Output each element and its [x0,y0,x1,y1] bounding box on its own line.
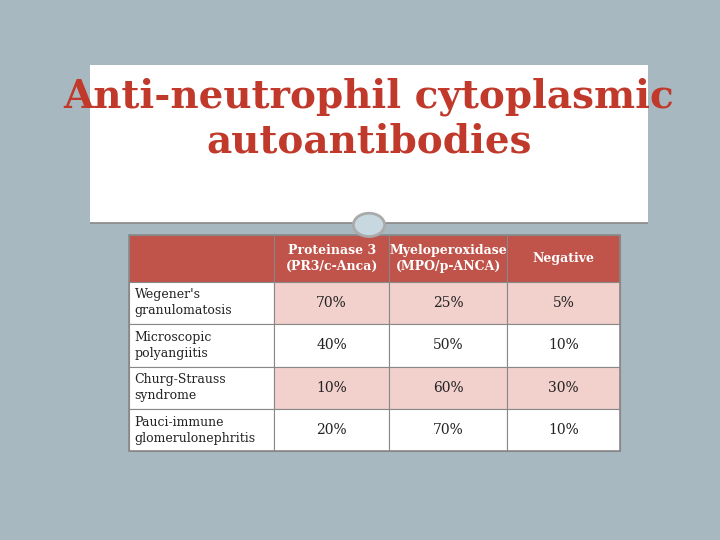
Text: 10%: 10% [548,339,579,352]
Text: 5%: 5% [553,296,575,310]
Text: 40%: 40% [316,339,347,352]
FancyBboxPatch shape [390,235,507,282]
Circle shape [354,213,384,237]
FancyBboxPatch shape [507,367,620,409]
Text: 50%: 50% [433,339,464,352]
Text: 70%: 70% [316,296,347,310]
Text: 60%: 60% [433,381,464,395]
Text: Negative: Negative [533,252,595,265]
FancyBboxPatch shape [274,324,390,367]
FancyBboxPatch shape [129,324,274,367]
FancyBboxPatch shape [274,235,390,282]
Text: 10%: 10% [548,423,579,437]
FancyBboxPatch shape [390,282,507,324]
Text: 10%: 10% [316,381,347,395]
Text: Wegener's
granulomatosis: Wegener's granulomatosis [135,288,233,318]
Text: 20%: 20% [316,423,347,437]
FancyBboxPatch shape [129,235,274,282]
FancyBboxPatch shape [390,409,507,451]
FancyBboxPatch shape [129,282,274,324]
FancyBboxPatch shape [390,324,507,367]
FancyBboxPatch shape [507,282,620,324]
FancyBboxPatch shape [129,367,274,409]
Text: Proteinase 3
(PR3/c-Anca): Proteinase 3 (PR3/c-Anca) [285,244,378,273]
Text: 30%: 30% [549,381,579,395]
FancyBboxPatch shape [507,324,620,367]
Text: 70%: 70% [433,423,464,437]
FancyBboxPatch shape [274,282,390,324]
Text: 25%: 25% [433,296,464,310]
FancyBboxPatch shape [507,235,620,282]
Text: Churg-Strauss
syndrome: Churg-Strauss syndrome [135,373,226,402]
Text: Pauci-immune
glomerulonephritis: Pauci-immune glomerulonephritis [135,416,256,444]
FancyBboxPatch shape [90,65,648,223]
FancyBboxPatch shape [390,367,507,409]
FancyBboxPatch shape [274,367,390,409]
Text: Myeloperoxidase
(MPO/p-ANCA): Myeloperoxidase (MPO/p-ANCA) [390,244,507,273]
Text: Microscopic
polyangiitis: Microscopic polyangiitis [135,331,212,360]
FancyBboxPatch shape [274,409,390,451]
Text: Anti-neutrophil cytoplasmic
autoantibodies: Anti-neutrophil cytoplasmic autoantibodi… [63,78,675,160]
FancyBboxPatch shape [129,409,274,451]
FancyBboxPatch shape [507,409,620,451]
